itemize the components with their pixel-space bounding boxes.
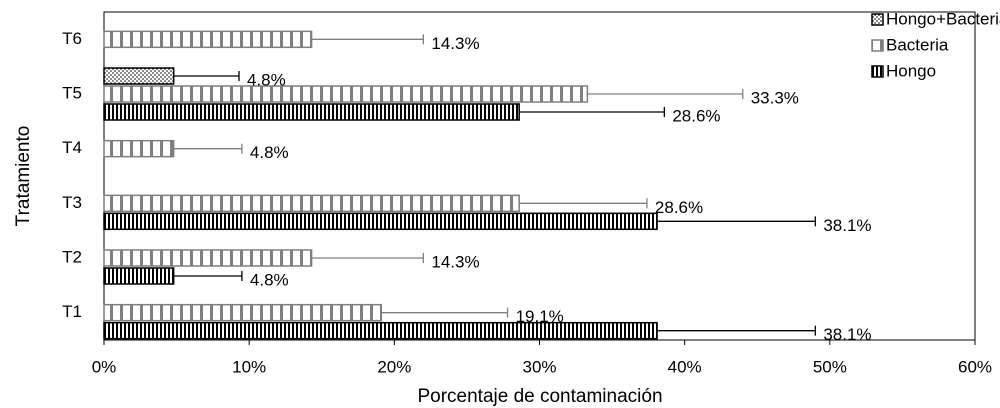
value-label: 19.1%	[516, 307, 564, 326]
legend-swatch	[871, 39, 884, 52]
legend-label: Hongo	[886, 61, 936, 80]
error-bar	[587, 89, 744, 99]
y-axis-title: Tratamiento	[13, 126, 34, 227]
x-tick-label: 60%	[958, 357, 992, 376]
legend-label: Hongo+Bacteria	[886, 9, 1000, 28]
bar	[103, 139, 175, 158]
y-tick-label: T5	[62, 83, 82, 102]
legend-swatch	[871, 13, 884, 26]
error-bar	[519, 198, 648, 209]
bar	[103, 321, 658, 340]
y-tick-label: T4	[62, 138, 82, 157]
y-tick-label: T2	[62, 247, 82, 266]
plot-frame	[103, 11, 976, 341]
bar	[103, 103, 520, 121]
x-tick-label: 10%	[232, 357, 266, 376]
bar	[103, 194, 520, 213]
x-tick-label: 20%	[377, 357, 411, 376]
bar	[103, 267, 175, 285]
value-label: 38.1%	[823, 325, 871, 344]
error-bar	[657, 325, 816, 336]
value-label: 28.6%	[655, 198, 703, 217]
x-tick-label: 30%	[522, 357, 556, 376]
value-label: 14.3%	[431, 252, 479, 271]
bar	[103, 30, 313, 49]
y-tick-label: T3	[62, 193, 82, 212]
bar	[103, 67, 175, 85]
value-label: 4.8%	[247, 70, 286, 89]
y-tick-label: T6	[62, 29, 82, 48]
y-tick-label: T1	[62, 302, 82, 321]
value-label: 4.8%	[250, 270, 289, 289]
error-bar	[657, 216, 816, 227]
x-tick-label: 0%	[92, 357, 117, 376]
legend-label: Bacteria	[886, 35, 949, 54]
error-bar	[173, 71, 240, 81]
error-bar	[311, 253, 425, 263]
value-label: 33.3%	[751, 88, 799, 107]
value-label: 38.1%	[823, 216, 871, 235]
error-bar	[381, 307, 509, 318]
error-bar	[173, 271, 243, 281]
value-label: 14.3%	[431, 34, 479, 53]
error-bar	[311, 34, 425, 45]
x-tick-label: 40%	[668, 357, 702, 376]
error-bar	[519, 107, 665, 117]
x-tick-label: 50%	[813, 357, 847, 376]
bar	[103, 212, 658, 231]
x-axis-title: Porcentaje de contaminación	[417, 386, 662, 407]
error-bar	[173, 143, 243, 154]
legend-swatch	[871, 65, 884, 78]
value-label: 28.6%	[672, 106, 720, 125]
bar	[103, 303, 383, 322]
bar	[103, 249, 313, 267]
bar	[103, 85, 589, 103]
value-label: 4.8%	[250, 143, 289, 162]
